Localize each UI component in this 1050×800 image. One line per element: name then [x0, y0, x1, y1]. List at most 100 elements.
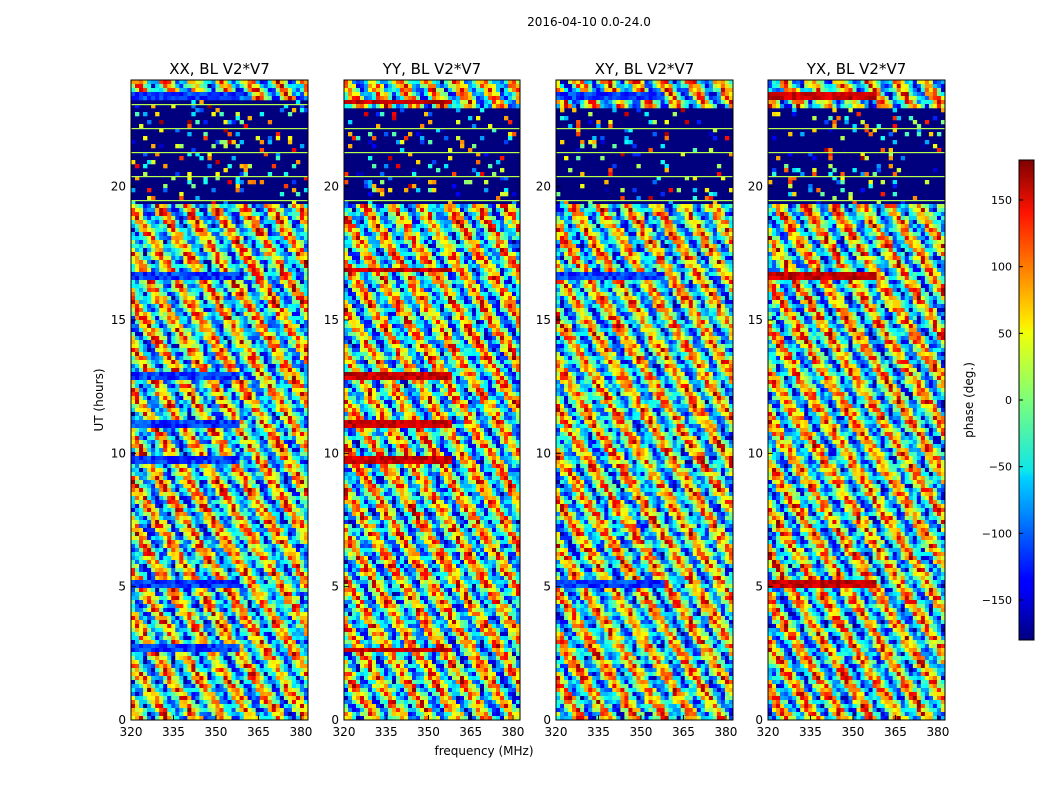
heatmap-cell	[139, 228, 144, 233]
heatmap-cell	[275, 556, 281, 561]
heatmap-cell	[187, 340, 192, 345]
heatmap-cell	[271, 264, 277, 269]
heatmap-cell	[199, 568, 204, 573]
heatmap-cell	[295, 460, 301, 465]
heatmap-cell	[183, 564, 188, 569]
heatmap-cell	[275, 408, 281, 413]
heatmap-cell	[175, 616, 180, 621]
heatmap-cell	[191, 584, 196, 589]
heatmap-cell	[163, 304, 168, 309]
heatmap-cell	[227, 552, 232, 557]
heatmap-cell	[179, 412, 184, 417]
heatmap-cell	[295, 308, 301, 313]
heatmap-cell	[295, 512, 301, 517]
heatmap-cell	[175, 508, 180, 513]
heatmap-cell	[259, 276, 265, 281]
heatmap-cell	[147, 480, 152, 485]
heatmap-cell	[131, 468, 136, 473]
heatmap-cell	[211, 376, 216, 381]
heatmap-cell	[203, 528, 208, 533]
heatmap-cell	[211, 324, 216, 329]
heatmap-cell	[283, 468, 289, 473]
heatmap-cell	[227, 424, 232, 429]
heatmap-cell	[135, 276, 140, 281]
heatmap-cell	[223, 572, 228, 577]
heatmap-cell	[223, 372, 228, 377]
heatmap-cell	[263, 288, 269, 293]
heatmap-cell	[247, 492, 252, 497]
heatmap-cell	[211, 240, 216, 245]
heatmap-cell	[195, 520, 200, 525]
heatmap-cell	[275, 432, 281, 437]
heatmap-cell	[215, 400, 220, 405]
heatmap-cell	[175, 484, 180, 489]
heatmap-cell	[139, 204, 144, 209]
heatmap-cell	[219, 364, 224, 369]
heatmap-cell	[195, 560, 200, 565]
heatmap-cell	[167, 412, 172, 417]
heatmap-cell	[239, 576, 244, 581]
heatmap-cell	[135, 616, 140, 621]
heatmap-cell	[255, 544, 261, 549]
heatmap-cell	[155, 324, 160, 329]
heatmap-cell	[263, 616, 269, 621]
heatmap-cell	[275, 84, 281, 89]
heatmap-cell	[175, 512, 180, 517]
heatmap-cell	[243, 368, 248, 373]
heatmap-cell	[219, 236, 224, 241]
heatmap-cell	[287, 588, 293, 593]
heatmap-cell	[295, 552, 301, 557]
heatmap-cell	[171, 364, 176, 369]
heatmap-cell	[263, 336, 269, 341]
heatmap-cell	[287, 240, 293, 245]
heatmap-cell	[183, 432, 188, 437]
heatmap-cell	[235, 372, 240, 377]
heatmap-cell	[251, 204, 256, 209]
heatmap-cell	[159, 456, 164, 461]
heatmap-cell	[255, 500, 261, 505]
heatmap-cell	[203, 564, 208, 569]
heatmap-cell	[171, 492, 176, 497]
heatmap-cell	[239, 540, 244, 545]
heatmap-cell	[271, 592, 277, 597]
heatmap-cell	[131, 360, 136, 365]
heatmap-cell	[295, 284, 301, 289]
heatmap-cell	[283, 96, 289, 101]
heatmap-cell	[251, 316, 256, 321]
heatmap-cell	[287, 432, 293, 437]
heatmap-cell	[267, 392, 273, 397]
heatmap-cell	[251, 364, 256, 369]
heatmap-cell	[143, 80, 148, 85]
heatmap-cell	[303, 80, 309, 85]
heatmap-cell	[279, 232, 285, 237]
heatmap-cell	[243, 480, 248, 485]
heatmap-cell	[235, 236, 240, 241]
heatmap-cell	[203, 500, 208, 505]
heatmap-cell	[187, 428, 192, 433]
heatmap-cell	[195, 336, 200, 341]
heatmap-cell	[207, 456, 212, 461]
heatmap-cell	[183, 88, 188, 93]
heatmap-cell	[171, 504, 176, 509]
heatmap-cell	[179, 336, 184, 341]
heatmap-cell	[303, 428, 309, 433]
heatmap-cell	[207, 612, 212, 617]
heatmap-cell	[131, 344, 136, 349]
heatmap-cell	[175, 208, 180, 213]
heatmap-cell	[159, 316, 164, 321]
heatmap-cell	[291, 452, 297, 457]
heatmap-cell	[271, 236, 277, 241]
heatmap-cell	[259, 492, 265, 497]
heatmap-cell	[179, 428, 184, 433]
heatmap-cell	[207, 596, 212, 601]
heatmap-cell	[167, 388, 172, 393]
heatmap-cell	[223, 436, 228, 441]
heatmap-cell	[215, 340, 220, 345]
heatmap-cell	[299, 84, 305, 89]
heatmap-cell	[271, 328, 277, 333]
heatmap-cell	[271, 368, 277, 373]
heatmap-cell	[255, 392, 261, 397]
heatmap-cell	[223, 596, 228, 601]
heatmap-cell	[267, 536, 273, 541]
heatmap-cell	[207, 84, 212, 89]
